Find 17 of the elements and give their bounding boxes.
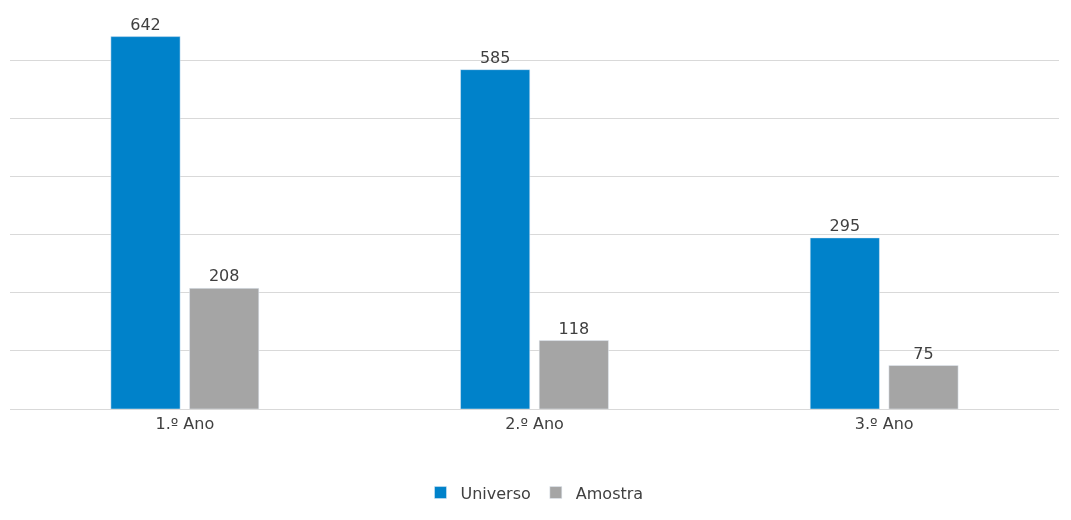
bar (460, 69, 531, 409)
bar (538, 340, 609, 409)
x-tick-label: 3.º Ano (854, 414, 914, 434)
bar (888, 365, 959, 409)
legend-label: Amostra (575, 483, 644, 503)
data-label: 208 (208, 266, 240, 286)
data-label: 75 (913, 343, 934, 363)
data-label: 295 (829, 215, 861, 235)
legend-label: Universo (460, 483, 531, 503)
x-tick-label: 2.º Ano (505, 414, 564, 434)
bar (809, 237, 880, 409)
data-label: 642 (130, 14, 161, 34)
data-label: 585 (479, 47, 511, 67)
data-label: 118 (558, 318, 590, 338)
bar (110, 36, 181, 409)
x-tick-label: 1.º Ano (155, 414, 215, 434)
bar (189, 288, 260, 409)
